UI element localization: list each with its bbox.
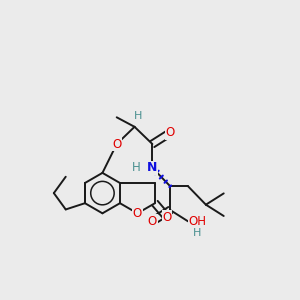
Text: O: O	[166, 126, 175, 139]
Text: H: H	[194, 228, 202, 238]
Text: H: H	[132, 161, 140, 174]
Text: O: O	[163, 211, 172, 224]
Text: H: H	[134, 111, 142, 121]
Text: O: O	[148, 215, 157, 228]
Text: N: N	[147, 161, 158, 174]
Text: OH: OH	[189, 215, 207, 228]
Text: O: O	[133, 207, 142, 220]
Text: O: O	[112, 138, 121, 151]
